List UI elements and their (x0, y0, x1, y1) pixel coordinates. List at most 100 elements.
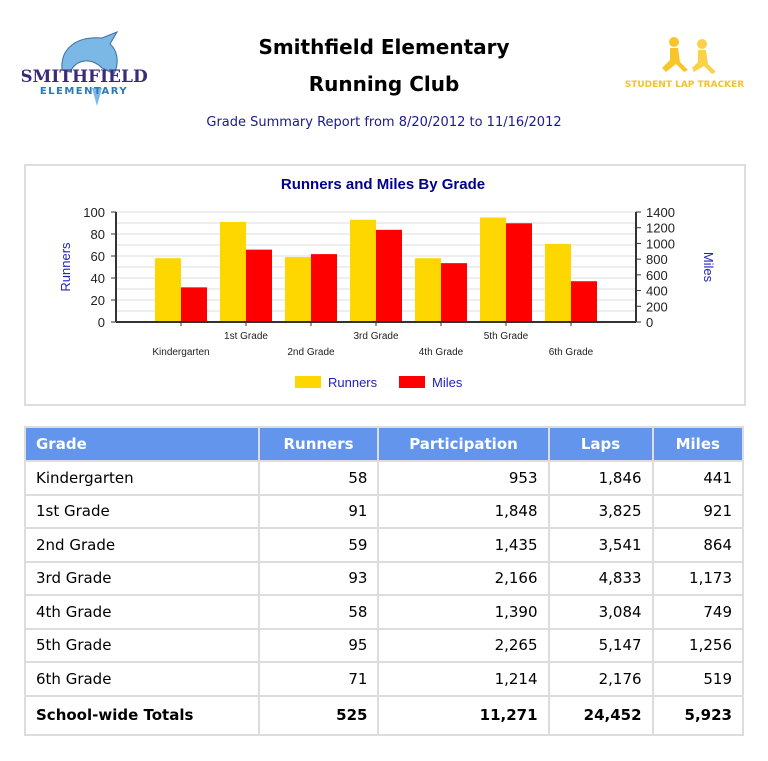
bar-miles (571, 281, 597, 322)
x-tick-label: Kindergarten (152, 347, 209, 358)
legend-swatch-miles (399, 376, 425, 388)
column-header-miles[interactable]: Miles (651, 426, 745, 462)
cell-miles: 864 (651, 527, 745, 563)
bar-miles (506, 223, 532, 322)
y-tick-label: 20 (91, 293, 105, 308)
cell-laps: 4,833 (547, 560, 654, 596)
cell-participation: 11,271 (377, 694, 550, 736)
cell-grade: School-wide Totals (24, 694, 260, 736)
bar-miles (246, 249, 272, 322)
x-tick-label: 4th Grade (419, 347, 464, 358)
y2-tick-label: 400 (646, 284, 668, 299)
y2-tick-label: 0 (646, 315, 653, 330)
y-axis-label: Runners (58, 242, 73, 292)
bar-miles (311, 254, 337, 322)
table-row: Kindergarten 58 953 1,846 441 (24, 460, 745, 496)
cell-runners: 95 (257, 627, 380, 663)
legend-label-miles: Miles (432, 375, 463, 390)
cell-participation: 1,214 (377, 661, 550, 697)
cell-grade: 2nd Grade (24, 527, 260, 563)
runners-miles-chart: Runners and Miles By Grade02040608010002… (58, 176, 716, 390)
grade-summary-table: Grade Runners Participation Laps Miles Kinde… (24, 426, 745, 736)
cell-runners: 93 (257, 560, 380, 596)
cell-grade: 3rd Grade (24, 560, 260, 596)
cell-runners: 71 (257, 661, 380, 697)
y2-tick-label: 200 (646, 299, 668, 314)
column-header-runners[interactable]: Runners (257, 426, 380, 462)
page-subtitle-club: Running Club (308, 72, 460, 96)
bar-runners (155, 258, 181, 322)
table-header-row: Grade Runners Participation Laps Miles (24, 426, 745, 462)
table-row: 5th Grade 95 2,265 5,147 1,256 (24, 627, 745, 663)
bar-runners (285, 257, 311, 322)
cell-participation: 2,166 (377, 560, 550, 596)
column-header-laps[interactable]: Laps (547, 426, 654, 462)
cell-grade: Kindergarten (24, 460, 260, 496)
report-date-range: Grade Summary Report from 8/20/2012 to 1… (206, 115, 562, 130)
cell-runners: 58 (257, 594, 380, 630)
cell-miles: 1,256 (651, 627, 745, 663)
column-header-participation[interactable]: Participation (377, 426, 550, 462)
cell-runners: 58 (257, 460, 380, 496)
legend-label-runners: Runners (328, 375, 378, 390)
table-row: 4th Grade 58 1,390 3,084 749 (24, 594, 745, 630)
cell-laps: 3,825 (547, 493, 654, 529)
table-row: 1st Grade 91 1,848 3,825 921 (24, 493, 745, 529)
cell-runners: 59 (257, 527, 380, 563)
smithfield-logo: SMITHFIELD ELEMENTARY (20, 28, 148, 108)
cell-grade: 4th Grade (24, 594, 260, 630)
cell-participation: 1,390 (377, 594, 550, 630)
bar-runners (220, 221, 246, 322)
cell-runners: 91 (257, 493, 380, 529)
legend-swatch-runners (295, 376, 321, 388)
logo-text: STUDENT LAP TRACKER (624, 80, 745, 90)
y-tick-label: 80 (91, 227, 105, 242)
chart-container (24, 164, 746, 406)
page-title: Smithfield Elementary (258, 35, 510, 59)
cell-laps: 3,084 (547, 594, 654, 630)
table-row: 3rd Grade 93 2,166 4,833 1,173 (24, 560, 745, 596)
svg-text:ELEMENTARY: ELEMENTARY (40, 86, 128, 97)
x-tick-label: 1st Grade (224, 331, 268, 342)
totals-row: School-wide Totals 525 11,271 24,452 5,923 (24, 694, 745, 736)
cell-laps: 2,176 (547, 661, 654, 697)
cell-miles: 441 (651, 460, 745, 496)
cell-miles: 1,173 (651, 560, 745, 596)
bar-miles (376, 229, 402, 322)
cell-grade: 1st Grade (24, 493, 260, 529)
y-tick-label: 100 (83, 205, 105, 220)
table-row: 2nd Grade 59 1,435 3,541 864 (24, 527, 745, 563)
cell-grade: 6th Grade (24, 661, 260, 697)
y2-tick-label: 1000 (646, 236, 675, 251)
y2-tick-label: 800 (646, 252, 668, 267)
y-tick-label: 60 (91, 249, 105, 264)
y2-axis-label: Miles (701, 252, 716, 283)
cell-participation: 1,848 (377, 493, 550, 529)
y-tick-label: 40 (91, 271, 105, 286)
column-header-grade[interactable]: Grade (24, 426, 260, 462)
cell-grade: 5th Grade (24, 627, 260, 663)
bar-runners (545, 243, 571, 322)
cell-participation: 953 (377, 460, 550, 496)
cell-participation: 1,435 (377, 527, 550, 563)
bar-runners (480, 217, 506, 322)
cell-miles: 749 (651, 594, 745, 630)
cell-laps: 3,541 (547, 527, 654, 563)
x-tick-label: 5th Grade (484, 331, 529, 342)
y-tick-label: 0 (98, 315, 105, 330)
student-lap-tracker-logo: STUDENT LAP TRACKER (622, 36, 747, 96)
svg-text:SMITHFIELD: SMITHFIELD (22, 67, 147, 87)
x-tick-label: 6th Grade (549, 347, 594, 358)
x-tick-label: 3rd Grade (353, 331, 398, 342)
cell-participation: 2,265 (377, 627, 550, 663)
bar-runners (350, 219, 376, 322)
chart-title: Runners and Miles By Grade (281, 176, 485, 193)
cell-laps: 1,846 (547, 460, 654, 496)
cell-miles: 519 (651, 661, 745, 697)
cell-laps: 5,147 (547, 627, 654, 663)
bar-miles (441, 263, 467, 322)
table-row: 6th Grade 71 1,214 2,176 519 (24, 661, 745, 697)
bar-miles (181, 287, 207, 322)
bar-runners (415, 258, 441, 322)
y2-tick-label: 1400 (646, 205, 675, 220)
